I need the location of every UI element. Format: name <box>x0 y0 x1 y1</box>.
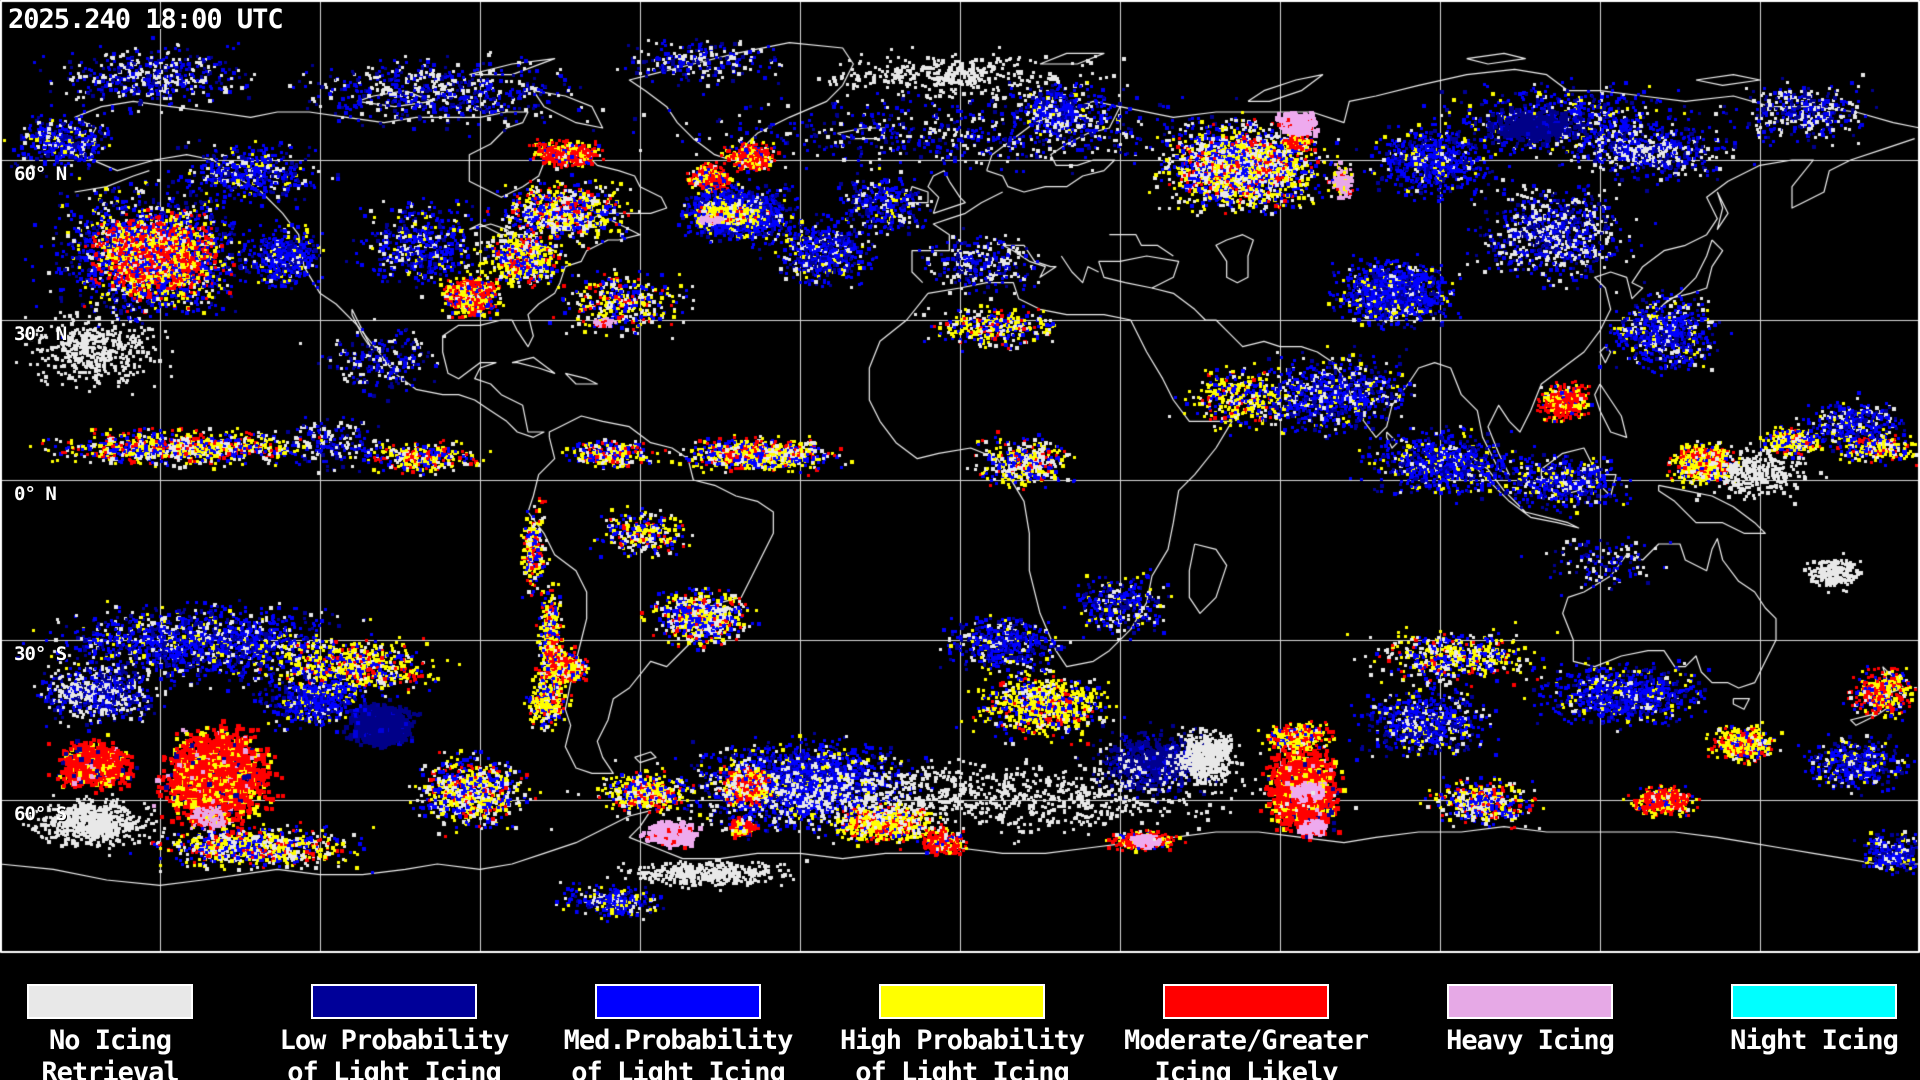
legend-item: No Icing Retrieval <box>0 984 260 1080</box>
lat-label: 0° N <box>14 483 57 505</box>
legend-swatch <box>27 984 193 1019</box>
legend-label: Night Icing <box>1730 1025 1899 1056</box>
world-map-canvas <box>0 0 1920 956</box>
legend-item: High Probability of Light Icing <box>812 984 1112 1080</box>
legend-swatch <box>1731 984 1897 1019</box>
legend-item: Med.Probability of Light Icing <box>528 984 828 1080</box>
legend-label: Med.Probability of Light Icing <box>563 1025 794 1080</box>
legend-item: Moderate/Greater Icing Likely <box>1096 984 1396 1080</box>
lat-label: 60° N <box>14 163 67 185</box>
legend-item: Heavy Icing <box>1380 984 1680 1057</box>
legend-label: Heavy Icing <box>1446 1025 1615 1056</box>
lat-label: 30° N <box>14 323 67 345</box>
legend-label: High Probability of Light Icing <box>839 1025 1085 1080</box>
legend-swatch <box>311 984 477 1019</box>
legend-swatch <box>595 984 761 1019</box>
legend-item: Low Probability of Light Icing <box>244 984 544 1080</box>
legend-label: Moderate/Greater Icing Likely <box>1123 1025 1369 1080</box>
legend-swatch <box>1163 984 1329 1019</box>
legend-label: Low Probability of Light Icing <box>279 1025 510 1080</box>
lat-label: 30° S <box>14 643 67 665</box>
legend-swatch <box>879 984 1045 1019</box>
lat-label: 60° S <box>14 803 67 825</box>
legend-item: Night Icing <box>1664 984 1920 1057</box>
legend-swatch <box>1447 984 1613 1019</box>
timestamp: 2025.240 18:00 UTC <box>8 4 284 35</box>
legend-label: No Icing Retrieval <box>41 1025 179 1080</box>
